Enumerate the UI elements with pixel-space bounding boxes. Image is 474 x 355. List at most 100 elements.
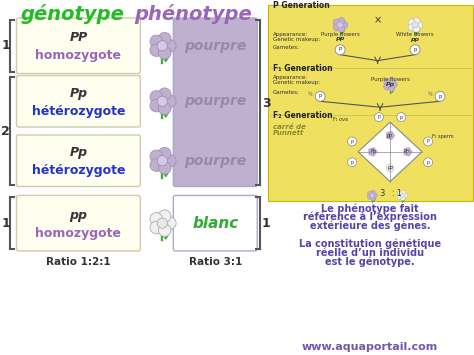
Text: pp: pp: [410, 37, 419, 42]
Circle shape: [401, 196, 405, 201]
Circle shape: [158, 102, 171, 115]
Polygon shape: [372, 198, 375, 202]
Circle shape: [386, 132, 390, 136]
FancyBboxPatch shape: [17, 135, 140, 186]
Text: www.aquaportail.com: www.aquaportail.com: [302, 342, 438, 352]
Circle shape: [164, 95, 176, 108]
Polygon shape: [162, 54, 170, 62]
Text: Gametes:: Gametes:: [273, 45, 300, 50]
Circle shape: [406, 150, 410, 153]
Circle shape: [389, 168, 393, 173]
Text: ×: ×: [374, 15, 382, 25]
Text: Pp: Pp: [69, 87, 88, 100]
Text: Appearance:: Appearance:: [273, 32, 309, 37]
Circle shape: [386, 165, 390, 169]
Text: Ratio 1:2:1: Ratio 1:2:1: [46, 257, 111, 267]
Polygon shape: [415, 29, 419, 34]
Text: Gametes:: Gametes:: [273, 90, 300, 95]
Circle shape: [150, 213, 163, 225]
Circle shape: [408, 19, 415, 26]
Circle shape: [387, 82, 393, 87]
Polygon shape: [162, 231, 170, 239]
Polygon shape: [162, 109, 170, 117]
Circle shape: [337, 22, 343, 28]
Circle shape: [388, 134, 392, 137]
Circle shape: [164, 154, 176, 167]
Circle shape: [386, 135, 390, 139]
Circle shape: [335, 45, 345, 55]
Text: 3: 3: [262, 97, 271, 110]
Text: extérieure des gènes.: extérieure des gènes.: [310, 221, 430, 231]
Text: p: p: [438, 94, 442, 99]
Circle shape: [158, 32, 171, 45]
Circle shape: [150, 35, 163, 48]
Text: référence à l’expression: référence à l’expression: [303, 212, 437, 223]
Circle shape: [347, 137, 356, 146]
Text: P: P: [427, 139, 429, 144]
Circle shape: [374, 113, 383, 122]
Circle shape: [424, 137, 433, 146]
Circle shape: [368, 151, 373, 155]
Circle shape: [388, 166, 392, 170]
Text: 3: 3: [379, 189, 385, 198]
Circle shape: [347, 158, 356, 167]
Circle shape: [150, 221, 163, 234]
Text: blanc: blanc: [192, 216, 238, 231]
Text: Purple flowers: Purple flowers: [321, 32, 360, 37]
Circle shape: [389, 131, 393, 135]
Circle shape: [410, 45, 420, 55]
Text: pourpre: pourpre: [184, 154, 246, 168]
Circle shape: [391, 166, 395, 170]
Text: Pp: Pp: [404, 149, 410, 154]
Circle shape: [368, 148, 373, 152]
Circle shape: [403, 148, 408, 152]
Text: Le phénotype fait: Le phénotype fait: [321, 203, 419, 214]
Circle shape: [397, 195, 402, 200]
Text: F₁ Generation: F₁ Generation: [273, 64, 333, 72]
Circle shape: [158, 210, 171, 222]
Circle shape: [406, 147, 410, 152]
Text: réelle d’un individu: réelle d’un individu: [316, 248, 424, 258]
Circle shape: [373, 150, 377, 154]
Text: pp: pp: [387, 165, 393, 170]
Circle shape: [150, 44, 163, 56]
Text: F₁ sperm: F₁ sperm: [432, 134, 454, 139]
Circle shape: [150, 150, 163, 163]
Polygon shape: [408, 154, 410, 157]
Circle shape: [389, 136, 393, 140]
Text: hétérozygote: hétérozygote: [32, 105, 125, 118]
Text: pourpre: pourpre: [184, 94, 246, 108]
Circle shape: [388, 85, 394, 91]
Circle shape: [408, 150, 412, 154]
Text: PP: PP: [69, 31, 88, 44]
Circle shape: [412, 22, 418, 28]
Text: Pp: Pp: [69, 146, 88, 159]
Polygon shape: [340, 29, 345, 34]
Text: homozygote: homozygote: [36, 226, 121, 240]
Circle shape: [157, 155, 167, 166]
Circle shape: [413, 17, 420, 24]
Circle shape: [315, 91, 325, 101]
Circle shape: [373, 193, 377, 198]
Text: Pp: Pp: [385, 82, 395, 87]
Text: p: p: [351, 160, 354, 165]
FancyBboxPatch shape: [268, 5, 473, 201]
Text: pourpre: pourpre: [184, 39, 246, 53]
Text: carré de: carré de: [273, 124, 306, 130]
Text: Pp: Pp: [370, 149, 376, 154]
Polygon shape: [358, 122, 422, 181]
Text: Genetic makeup:: Genetic makeup:: [273, 81, 320, 86]
Circle shape: [158, 47, 171, 59]
Circle shape: [150, 99, 163, 112]
Circle shape: [408, 24, 415, 31]
Circle shape: [435, 91, 445, 101]
Circle shape: [158, 88, 171, 100]
Text: La constitution génétique: La constitution génétique: [299, 239, 441, 249]
Circle shape: [370, 193, 374, 197]
Circle shape: [397, 113, 406, 122]
Circle shape: [158, 147, 171, 160]
Circle shape: [386, 168, 390, 172]
Text: pp: pp: [69, 209, 87, 222]
Circle shape: [383, 79, 390, 86]
Circle shape: [400, 193, 404, 197]
